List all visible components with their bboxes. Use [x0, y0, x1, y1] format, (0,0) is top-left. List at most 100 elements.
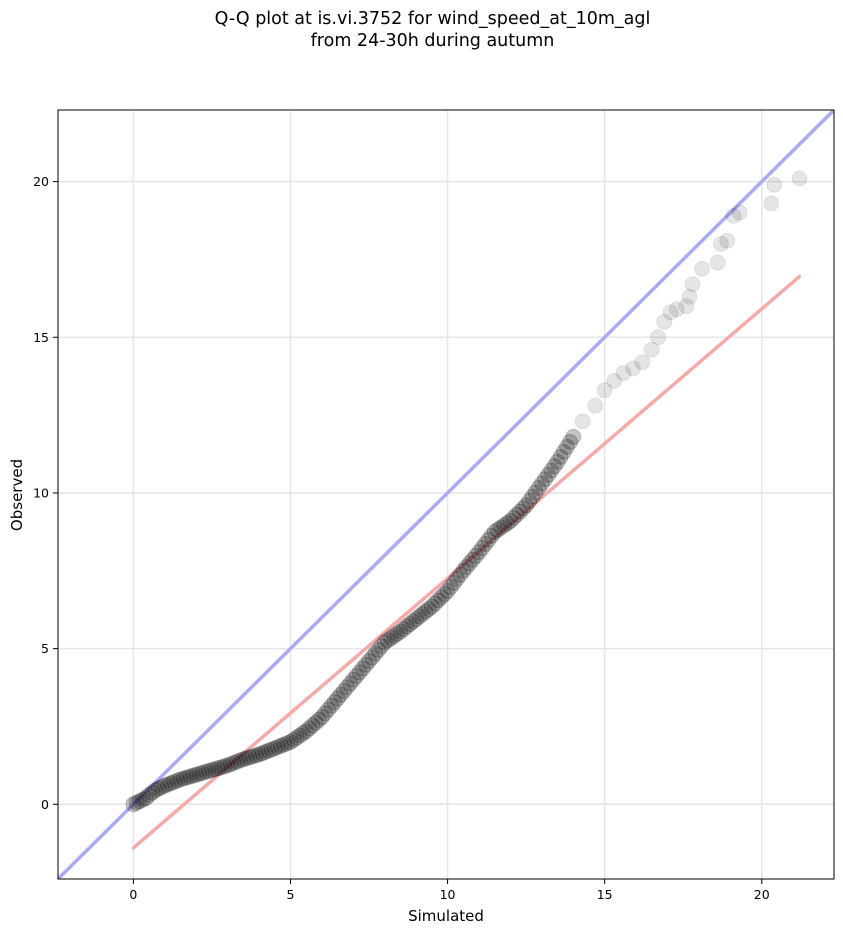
quantile-point [383, 630, 400, 647]
quantile-point [307, 714, 324, 731]
chart-title-line-2: from 24-30h during autumn [310, 31, 555, 51]
quantile-point [709, 254, 726, 271]
quantile-point [351, 664, 368, 681]
chart-title: Q-Q plot at is.vi.3752 for wind_speed_at… [0, 8, 843, 52]
quantile-point [188, 766, 205, 783]
quantile-point [436, 586, 453, 603]
quantile-point [386, 627, 403, 644]
quantile-point [448, 570, 465, 587]
quantile-point [514, 500, 531, 517]
quantile-point [326, 694, 343, 711]
x-tick-label: 20 [754, 887, 770, 902]
quantile-point [530, 479, 547, 496]
quantile-point [225, 754, 242, 771]
quantile-point [357, 656, 374, 673]
quantile-point [241, 749, 258, 766]
quantile-point [323, 697, 340, 714]
y-axis-ticks: 0 5 10 15 20 [33, 174, 58, 812]
quantile-point [427, 595, 444, 612]
quantile-point [329, 690, 346, 707]
quantile-point [251, 746, 268, 763]
quantile-point [301, 720, 318, 737]
quantile-point [207, 761, 224, 778]
quantile-point [194, 764, 211, 781]
quantile-point [317, 705, 334, 722]
quantile-point [712, 235, 729, 252]
fit-line [131, 274, 802, 850]
quantile-point [166, 773, 183, 790]
quantile-point [524, 488, 541, 505]
quantile-point [405, 613, 422, 630]
quantile-point [131, 793, 148, 810]
quantile-point [210, 760, 227, 777]
quantile-point [137, 790, 154, 807]
grid-lines [58, 110, 834, 879]
quantile-point [546, 458, 563, 475]
quantile-point [216, 758, 233, 775]
y-tick-label: 5 [41, 641, 49, 656]
x-tick-label: 5 [287, 887, 295, 902]
quantile-point [521, 493, 538, 510]
quantile-point [147, 782, 164, 799]
quantile-point [222, 756, 239, 773]
quantile-point [232, 752, 249, 769]
quantile-point [574, 413, 591, 430]
quantile-point [643, 341, 660, 358]
quantile-point [141, 786, 158, 803]
quantile-point [662, 304, 679, 321]
quantile-point [480, 531, 497, 548]
quantile-point [423, 598, 440, 615]
quantile-point [558, 438, 575, 455]
quantile-point [269, 738, 286, 755]
quantile-point [257, 743, 274, 760]
quantile-point [565, 428, 582, 445]
quantile-point [185, 767, 202, 784]
quantile-point [587, 397, 604, 414]
quantile-point [219, 757, 236, 774]
quantile-point [285, 731, 302, 748]
quantile-point [169, 772, 186, 789]
quantile-point [395, 620, 412, 637]
quantile-point [163, 775, 180, 792]
quantile-point [606, 372, 623, 389]
quantile-point [181, 768, 198, 785]
quantile-point [191, 765, 208, 782]
quantile-point [555, 443, 572, 460]
quantile-point [235, 751, 252, 768]
quantile-point [518, 497, 535, 514]
axes-frame [57, 109, 835, 880]
quantile-point [694, 260, 711, 277]
quantile-point [499, 515, 516, 532]
quantile-point [364, 649, 381, 666]
quantile-point [474, 540, 491, 557]
quantile-point [455, 562, 472, 579]
quantile-point [634, 354, 651, 371]
quantile-point [656, 313, 673, 330]
quantile-point [725, 207, 742, 224]
quantile-point [477, 536, 494, 553]
quantile-point [398, 618, 415, 635]
quantile-point [298, 723, 315, 740]
quantile-point [543, 462, 560, 479]
quantile-point [445, 574, 462, 591]
x-tick-label: 15 [597, 887, 613, 902]
quantile-point [766, 176, 783, 193]
quantile-point [420, 601, 437, 618]
quantile-point [684, 276, 701, 293]
quantile-point [361, 653, 378, 670]
quantile-point [247, 747, 264, 764]
quantile-point [279, 735, 296, 752]
quantile-point [401, 616, 418, 633]
quantile-point [156, 777, 173, 794]
quantile-point [433, 589, 450, 606]
quantile-point [508, 506, 525, 523]
x-axis-ticks: 0 5 10 15 20 [129, 879, 770, 902]
quantile-point [731, 204, 748, 221]
quantile-point [354, 660, 371, 677]
quantile-point [345, 671, 362, 688]
chart-title-line-1: Q-Q plot at is.vi.3752 for wind_speed_at… [214, 9, 651, 29]
quantile-point [213, 759, 230, 776]
x-tick-label: 0 [129, 887, 137, 902]
quantile-point [304, 717, 321, 734]
quantile-point [719, 232, 736, 249]
